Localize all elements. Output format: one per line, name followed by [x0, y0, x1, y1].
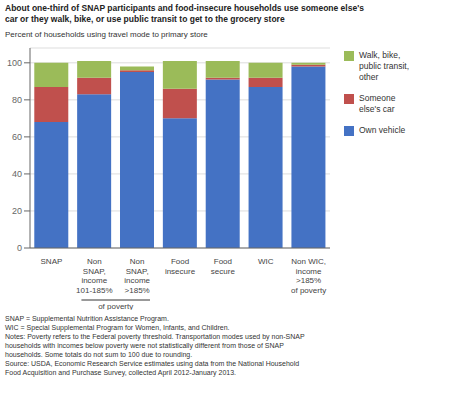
svg-text:Non WIC,income>185%of poverty: Non WIC,income>185%of poverty — [291, 257, 326, 295]
svg-text:WIC: WIC — [258, 257, 274, 266]
svg-text:80: 80 — [12, 95, 22, 105]
svg-text:Foodsecure: Foodsecure — [211, 257, 236, 276]
svg-text:NonSNAP,income101-185%: NonSNAP,income101-185% — [76, 257, 112, 295]
svg-text:100: 100 — [8, 58, 22, 68]
svg-text:40: 40 — [12, 169, 22, 179]
html-text:Someone else's car: Someone else's car — [359, 93, 396, 114]
html-text:Walk, bike, public transit, ot: Walk, bike, public transit, other — [359, 50, 410, 82]
svg-text:Foodinsecure: Foodinsecure — [165, 257, 196, 276]
svg-text:0: 0 — [17, 243, 22, 253]
html-text:SNAP = Supplemental Nutrition: SNAP = Supplemental Nutrition Assistance… — [5, 315, 305, 376]
svg-text:60: 60 — [12, 132, 22, 142]
svg-text:NonSNAP,income>185%: NonSNAP,income>185% — [124, 257, 150, 295]
svg-text:20: 20 — [12, 206, 22, 216]
html-text:Percent of households using tr: Percent of households using travel mode … — [5, 30, 208, 39]
html-text:Own vehicle: Own vehicle — [359, 125, 406, 135]
html-text:About one-third of SNAP partic: About one-third of SNAP participants and… — [5, 3, 364, 24]
svg-text:of poverty: of poverty — [98, 302, 133, 310]
svg-text:SNAP: SNAP — [41, 257, 63, 266]
